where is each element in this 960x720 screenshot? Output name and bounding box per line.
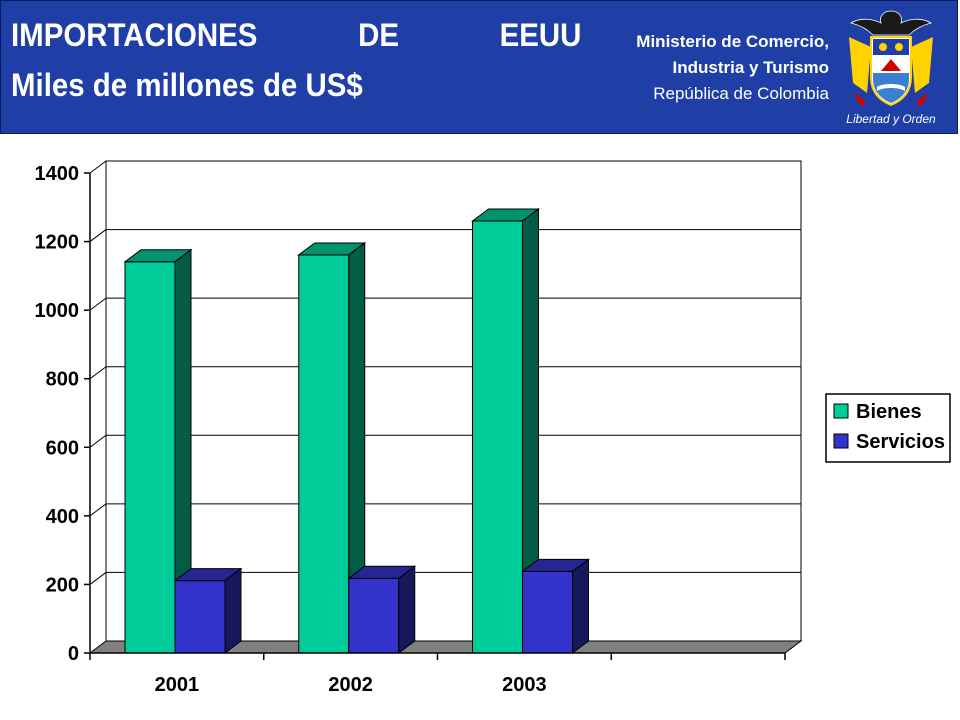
title-word-1: IMPORTACIONES (11, 17, 258, 53)
ministry-line-2: Industria y Turismo (672, 58, 830, 77)
bar-servicios-2001 (173, 567, 243, 654)
legend-label-servicios: Servicios (856, 431, 945, 453)
bar-side (572, 558, 589, 654)
bar-chart: 0 200 400 600 800 1000 1200 1400 2001 2002 2003 B… (35, 160, 951, 696)
bar-servicios-2003 (521, 558, 590, 654)
legend-label-bienes: Bienes (856, 401, 922, 423)
bar-bienes-2003 (471, 208, 540, 654)
ministry-line-1: Ministerio de Comercio, (636, 32, 829, 51)
bars (123, 208, 590, 654)
y-tick-label: 200 (46, 574, 79, 596)
bar-servicios-2002 (347, 565, 417, 654)
bar-front (522, 570, 573, 654)
gridline-diagonal (89, 160, 107, 174)
header-banner: IMPORTACIONES DE EEUU Miles de millones … (0, 0, 958, 134)
ministry-line-3: República de Colombia (653, 84, 829, 103)
bar-front (472, 220, 523, 654)
gridline-diagonal (89, 229, 107, 242)
legend-swatch-servicios (833, 433, 849, 449)
x-tick-labels: 2001 2002 2003 (155, 674, 547, 696)
bar-side (224, 567, 242, 654)
y-tick-label: 800 (46, 369, 79, 391)
x-tick-label: 2002 (328, 674, 373, 696)
y-tick-label: 1000 (35, 300, 80, 322)
y-tick-label: 1200 (35, 232, 80, 254)
gridline-diagonal (89, 366, 107, 380)
x-tick-label: 2001 (155, 674, 200, 696)
bar-side (398, 565, 416, 654)
gridline-diagonal (89, 297, 107, 311)
title-word-2: DE (358, 17, 399, 53)
y-tick-labels: 0 200 400 600 800 1000 1200 1400 (35, 163, 80, 665)
coat-of-arms-icon: Libertad y Orden (846, 10, 936, 126)
emblem-motto: Libertad y Orden (846, 112, 936, 126)
title-word-3: EEUU (499, 17, 582, 53)
legend-swatch-bienes (833, 403, 849, 419)
ministry-block: Ministerio de Comercio, Industria y Turi… (636, 29, 829, 107)
y-tick-label: 1400 (35, 163, 80, 185)
gridline-diagonal (89, 434, 107, 448)
axes (84, 161, 786, 660)
bar-front (298, 254, 350, 654)
y-tick-label: 600 (46, 437, 79, 459)
legend: Bienes Servicios (825, 393, 951, 463)
bar-front (174, 580, 226, 654)
bar-front (348, 577, 400, 654)
plot-background (90, 161, 801, 653)
page-subtitle: Miles de millones de US$ (11, 67, 363, 103)
y-tick-label: 0 (68, 643, 79, 665)
x-tick-label: 2003 (502, 674, 547, 696)
bar-front (124, 261, 176, 654)
gridline-diagonal (89, 503, 107, 517)
y-tick-label: 400 (46, 506, 79, 528)
gridlines (89, 160, 801, 585)
gridline-diagonal (89, 572, 107, 585)
page-title: IMPORTACIONES DE EEUU (11, 17, 581, 54)
bar-bienes-2001 (123, 248, 193, 654)
